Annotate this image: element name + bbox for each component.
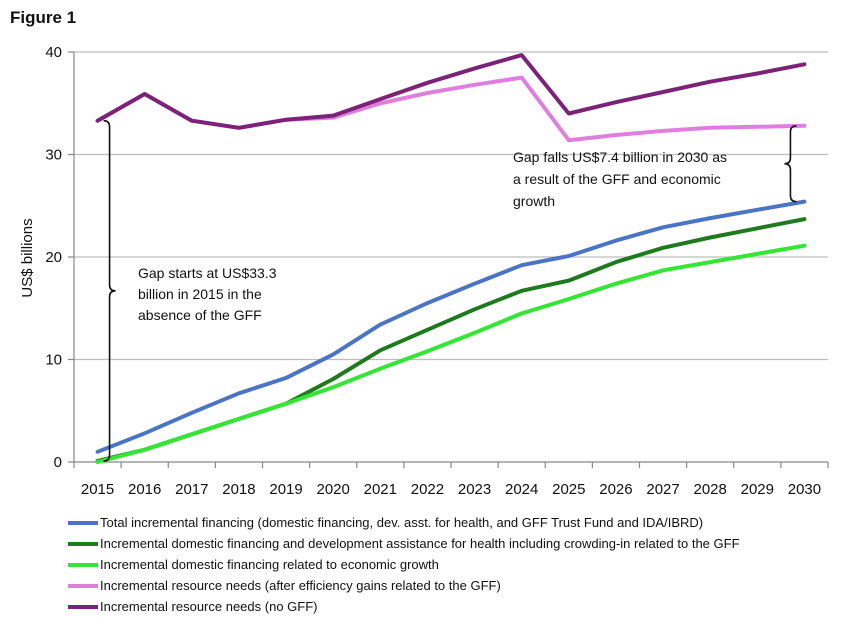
x-tick-label: 2024 xyxy=(505,481,538,498)
series-line-4 xyxy=(95,75,807,143)
chart-series xyxy=(95,53,807,464)
y-axis-label: US$ billions xyxy=(19,218,36,297)
x-tick-label: 2020 xyxy=(317,481,350,498)
legend-swatch xyxy=(68,520,98,525)
chart-grid xyxy=(74,51,828,361)
x-tick-label: 2017 xyxy=(175,481,208,498)
legend-item: Incremental resource needs (no GFF) xyxy=(68,596,740,617)
chart-legend: Total incremental financing (domestic fi… xyxy=(68,512,740,617)
y-tick-label: 10 xyxy=(45,352,62,369)
annotation-text: Gap falls US$7.4 billion in 2030 as xyxy=(513,149,727,165)
annotation-text: Gap starts at US$33.3 xyxy=(138,265,277,281)
gap-fall-bracket xyxy=(784,125,797,203)
x-tick-label: 2016 xyxy=(128,481,161,498)
legend-label: Incremental domestic financing related t… xyxy=(100,557,439,572)
legend-item: Incremental domestic financing and devel… xyxy=(68,533,740,554)
x-axis-ticks: 2015 2016 2017 2018 2019 2020 2021 2022 2023 2024… xyxy=(81,481,821,498)
x-tick-label: 2015 xyxy=(81,481,114,498)
legend-item: Total incremental financing (domestic fi… xyxy=(68,512,740,533)
x-tick-label: 2023 xyxy=(458,481,491,498)
figure-title: Figure 1 xyxy=(10,8,77,27)
series-line-1 xyxy=(95,199,807,454)
series-line-3 xyxy=(95,243,807,464)
x-tick-label: 2021 xyxy=(364,481,397,498)
x-tick-label: 2022 xyxy=(411,481,444,498)
chart-axes xyxy=(68,51,829,468)
x-tick-label: 2027 xyxy=(646,481,679,498)
gap-start-bracket xyxy=(103,119,116,462)
annotation-text: a result of the GFF and economic xyxy=(513,171,721,187)
legend-label: Incremental resource needs (after effici… xyxy=(100,578,501,593)
y-axis-ticks: 0 10 20 30 40 xyxy=(45,44,62,471)
x-tick-label: 2026 xyxy=(599,481,632,498)
annotation-text: growth xyxy=(513,193,555,209)
legend-label: Total incremental financing (domestic fi… xyxy=(100,515,704,530)
legend-item: Incremental domestic financing related t… xyxy=(68,554,740,575)
y-tick-label: 40 xyxy=(45,44,62,61)
x-tick-label: 2025 xyxy=(552,481,585,498)
legend-swatch xyxy=(68,604,98,609)
x-tick-label: 2019 xyxy=(269,481,302,498)
annotation-text: absence of the GFF xyxy=(138,307,262,323)
chart-annotations: Gap starts at US$33.3 billion in 2015 in … xyxy=(103,119,797,462)
y-tick-label: 20 xyxy=(45,249,62,266)
legend-label: Incremental domestic financing and devel… xyxy=(100,536,740,551)
annotation-text: billion in 2015 in the xyxy=(138,286,262,302)
x-tick-label: 2028 xyxy=(694,481,727,498)
x-tick-label: 2018 xyxy=(222,481,255,498)
series-line-5 xyxy=(95,53,807,130)
legend-swatch xyxy=(68,583,98,588)
y-tick-label: 30 xyxy=(45,147,62,164)
x-tick-label: 2030 xyxy=(788,481,821,498)
y-tick-label: 0 xyxy=(54,454,62,471)
legend-swatch xyxy=(68,541,98,546)
x-tick-label: 2029 xyxy=(741,481,774,498)
legend-item: Incremental resource needs (after effici… xyxy=(68,575,740,596)
legend-swatch xyxy=(68,562,98,567)
legend-label: Incremental resource needs (no GFF) xyxy=(100,599,318,614)
